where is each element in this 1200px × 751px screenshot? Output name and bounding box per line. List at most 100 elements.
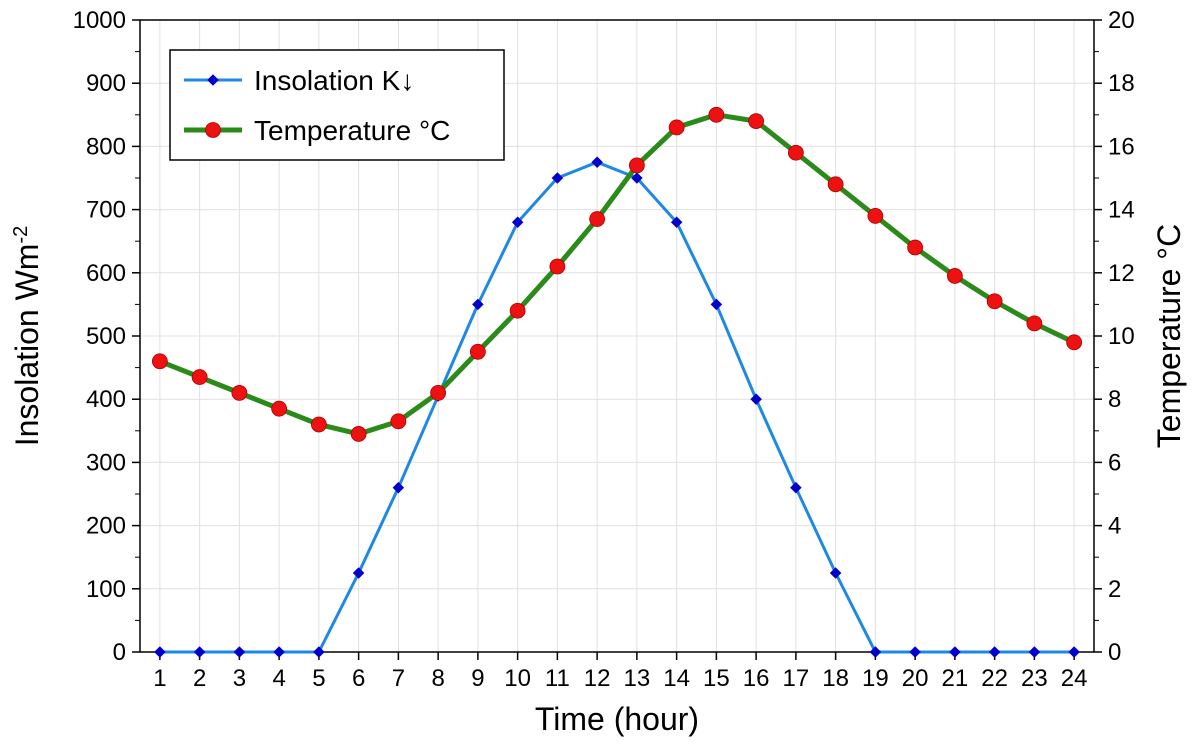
right-y-axis: 0 2 4 6 8 10 12 14 16 18 20	[1094, 7, 1135, 666]
insolation-point	[670, 216, 683, 229]
left-y-tick-label: 200	[86, 513, 126, 540]
left-y-tick-label: 400	[86, 386, 126, 413]
x-tick-label: 15	[703, 665, 730, 692]
temperature-point	[1066, 334, 1083, 351]
insolation-point	[988, 646, 1001, 658]
temperature-point	[708, 106, 725, 123]
insolation-point	[790, 481, 802, 494]
temperature-line	[158, 112, 1076, 437]
left-y-tick-label: 600	[86, 260, 126, 287]
insolation-point	[273, 646, 285, 658]
left-y-tick-label: 800	[86, 133, 126, 160]
insolation-point	[392, 481, 405, 494]
insolation-point	[313, 646, 325, 658]
temperature-point	[231, 384, 248, 401]
x-tick-label: 12	[584, 665, 611, 692]
temperature-series	[151, 106, 1083, 442]
right-y-tick-label: 14	[1108, 197, 1135, 224]
temperature-point	[827, 176, 844, 193]
x-tick-label: 9	[471, 665, 484, 692]
insolation-line	[159, 160, 1075, 654]
left-y-tick-label: 700	[86, 197, 126, 224]
insolation-point	[631, 172, 643, 184]
left-y-tick-label: 300	[86, 449, 126, 476]
x-axis: 1 2 3 4 5 6 7 8 9 10 11 12 13 14 15 16 17 18 19 20 21 22 23 24	[153, 652, 1087, 692]
legend-swatch-marker	[205, 122, 221, 138]
temperature-point	[310, 416, 327, 433]
x-tick-label: 17	[783, 665, 810, 692]
temperature-point	[430, 384, 447, 401]
insolation-point	[949, 646, 961, 658]
insolation-point	[352, 567, 365, 579]
x-tick-label: 5	[312, 665, 325, 692]
insolation-series	[154, 156, 1080, 658]
temperature-point	[509, 302, 526, 319]
x-axis-title: Time (hour)	[535, 701, 699, 737]
insolation-point	[1028, 646, 1041, 658]
x-tick-label: 21	[942, 665, 969, 692]
temperature-point	[867, 208, 884, 224]
insolation-point	[154, 646, 166, 658]
legend: Insolation K↓ Temperature °C	[169, 49, 505, 161]
left-y-axis: 0 100 200 300 400 500 600 700 800 900 1000	[73, 7, 140, 666]
legend-item-temperature: Temperature °C	[184, 115, 450, 146]
temperature-point	[668, 119, 685, 136]
left-y-tick-label: 500	[86, 323, 126, 350]
right-y-tick-label: 10	[1108, 323, 1135, 350]
temperature-point	[151, 353, 168, 370]
right-y-tick-label: 20	[1108, 7, 1135, 34]
left-y-tick-label: 0	[113, 639, 126, 666]
x-tick-label: 1	[153, 665, 166, 692]
x-tick-label: 22	[981, 665, 1008, 692]
temperature-point	[350, 426, 367, 442]
x-tick-label: 19	[862, 665, 889, 692]
x-tick-label: 2	[193, 665, 206, 692]
x-tick-label: 14	[663, 665, 690, 692]
series-layer	[151, 106, 1083, 658]
left-y-tick-label: 1000	[73, 7, 126, 34]
legend-label: Insolation K↓	[254, 65, 414, 96]
legend-box	[169, 49, 505, 161]
insolation-point	[710, 298, 723, 311]
x-tick-label: 13	[624, 665, 651, 692]
x-tick-label: 3	[233, 665, 246, 692]
insolation-point	[1068, 646, 1080, 658]
right-y-tick-label: 8	[1108, 386, 1121, 413]
insolation-point	[472, 298, 484, 311]
x-tick-label: 11	[545, 665, 570, 692]
temperature-point	[549, 258, 566, 275]
left-y-tick-label: 100	[86, 576, 126, 603]
temperature-point	[787, 144, 804, 161]
right-y-tick-label: 6	[1108, 449, 1121, 476]
insolation-point	[511, 216, 524, 229]
temperature-point	[1026, 315, 1043, 332]
temperature-point	[748, 113, 765, 130]
temperature-point	[907, 239, 924, 256]
insolation-point	[750, 393, 762, 406]
x-tick-label: 20	[902, 665, 929, 692]
insolation-point	[233, 646, 246, 658]
x-tick-label: 4	[272, 665, 285, 692]
x-tick-label: 24	[1061, 665, 1088, 692]
x-tick-label: 23	[1021, 665, 1048, 692]
right-y-tick-label: 0	[1108, 639, 1121, 666]
insolation-point	[909, 646, 921, 658]
insolation-point	[591, 156, 603, 169]
insolation-point	[869, 646, 882, 658]
x-tick-label: 6	[352, 665, 365, 692]
right-y-tick-label: 18	[1108, 70, 1135, 97]
insolation-point	[551, 172, 564, 184]
temperature-point	[390, 413, 407, 430]
legend-items: Insolation K↓ Temperature °C	[184, 65, 450, 146]
right-y-tick-label: 4	[1108, 513, 1121, 540]
x-tick-label: 16	[743, 665, 770, 692]
insolation-point	[193, 646, 206, 658]
left-y-tick-label: 900	[86, 70, 126, 97]
x-tick-label: 10	[504, 665, 531, 692]
temperature-point	[589, 211, 606, 227]
temperature-point	[271, 400, 288, 417]
right-y-tick-label: 12	[1108, 260, 1135, 287]
temperature-point	[191, 369, 208, 385]
